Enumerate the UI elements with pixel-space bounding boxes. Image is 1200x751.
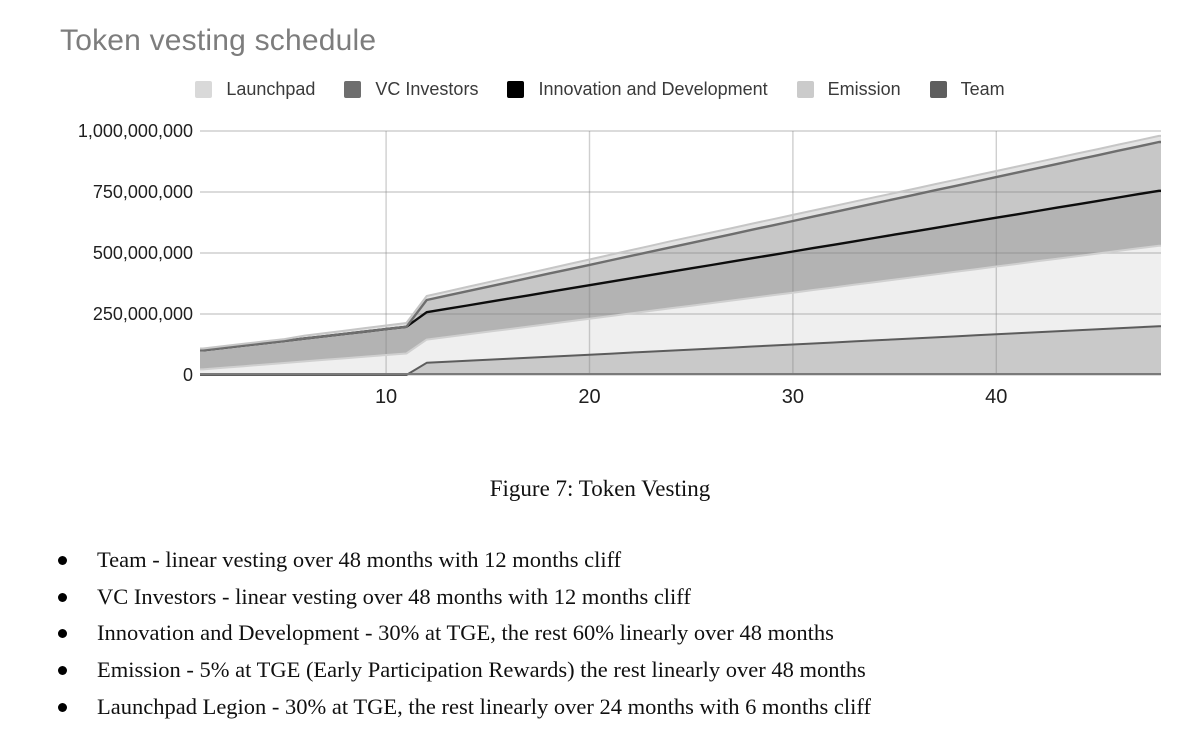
chart-legend: Launchpad VC Investors Innovation and Deve… [0, 79, 1200, 100]
legend-swatch-icon [195, 81, 213, 98]
plot-area [200, 130, 1161, 376]
y-tick-label: 1,000,000,000 [77, 121, 193, 141]
bullet-dot-icon [58, 555, 67, 565]
legend-label: VC Investors [375, 79, 479, 99]
y-tick-label: 0 [182, 365, 193, 385]
legend-item-emission: Emission [796, 79, 901, 100]
bullet-dot-icon [58, 665, 67, 675]
bullet-dot-icon [58, 702, 67, 712]
legend-item-team: Team [929, 79, 1005, 100]
legend-label: Emission [827, 79, 901, 99]
y-tick-label: 750,000,000 [92, 182, 193, 202]
series-line-launchpad [200, 134, 1161, 350]
vesting-terms-list: Team - linear vesting over 48 months wit… [58, 542, 1158, 725]
legend-swatch-icon [507, 81, 525, 98]
vesting-term-text: Innovation and Development - 30% at TGE,… [97, 620, 834, 646]
legend-item-launchpad: Launchpad [195, 79, 315, 100]
y-tick-label: 500,000,000 [92, 243, 193, 263]
legend-swatch-icon [929, 81, 947, 98]
legend-item-innovation-and-development: Innovation and Development [507, 79, 768, 100]
legend-label: Innovation and Development [538, 79, 768, 99]
vesting-term-text: Team - linear vesting over 48 months wit… [97, 547, 622, 572]
vesting-term-item: VC Investors - linear vesting over 48 mo… [58, 579, 1158, 616]
bullet-dot-icon [58, 592, 67, 602]
x-tick-label: 20 [578, 386, 601, 408]
vesting-term-item: Team - linear vesting over 48 months wit… [58, 542, 1158, 579]
figure-caption: Figure 7: Token Vesting [489, 476, 711, 501]
legend-label: Launchpad [226, 79, 316, 99]
chart-title: Token vesting schedule [60, 24, 377, 57]
x-tick-label: 40 [985, 386, 1008, 408]
vesting-term-text: Launchpad Legion - 30% at TGE, the rest … [97, 693, 871, 719]
y-tick-label: 250,000,000 [92, 304, 193, 324]
legend-swatch-icon [344, 81, 362, 98]
bullet-dot-icon [58, 629, 67, 639]
legend-swatch-icon [796, 81, 814, 98]
legend-label: Team [960, 79, 1005, 99]
vesting-term-text: VC Investors - linear vesting over 48 mo… [97, 583, 691, 609]
x-tick-label: 10 [374, 386, 398, 408]
vesting-chart: Token vesting schedule Launchpad VC Inves… [0, 24, 1200, 408]
vesting-term-text: Emission - 5% at TGE (Early Participatio… [97, 657, 866, 683]
x-tick-label: 30 [781, 386, 804, 408]
vesting-term-item: Emission - 5% at TGE (Early Participatio… [58, 652, 1158, 689]
series-line-vc-investors [200, 140, 1161, 352]
vesting-term-item: Innovation and Development - 30% at TGE,… [58, 615, 1158, 652]
legend-item-vc-investors: VC Investors [344, 79, 478, 100]
series-line-emission [200, 244, 1161, 371]
vesting-term-item: Launchpad Legion - 30% at TGE, the rest … [58, 689, 1158, 726]
